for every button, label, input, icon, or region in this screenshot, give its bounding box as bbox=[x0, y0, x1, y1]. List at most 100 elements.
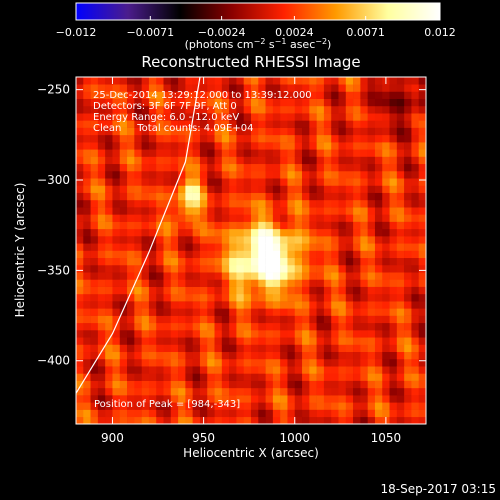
heatmap-cell bbox=[76, 113, 84, 121]
heatmap-cell bbox=[287, 286, 296, 295]
heatmap-cell bbox=[76, 366, 84, 374]
heatmap-cell bbox=[134, 257, 142, 266]
heatmap-cell bbox=[243, 207, 252, 215]
heatmap-cell bbox=[243, 199, 252, 208]
heatmap-cell bbox=[404, 84, 412, 92]
heatmap-cell bbox=[302, 344, 310, 353]
heatmap-cell bbox=[127, 134, 135, 143]
heatmap-cell bbox=[418, 322, 426, 331]
heatmap-cell bbox=[309, 192, 317, 201]
heatmap-cell bbox=[382, 142, 390, 150]
heatmap-cell bbox=[192, 330, 201, 338]
heatmap-cell bbox=[178, 301, 186, 309]
heatmap-cell bbox=[374, 395, 383, 403]
heatmap-cell bbox=[258, 113, 266, 121]
heatmap-cell bbox=[353, 149, 361, 157]
heatmap-cell bbox=[302, 330, 310, 338]
heatmap-cell bbox=[251, 293, 259, 302]
heatmap-cell bbox=[185, 149, 193, 157]
heatmap-cell bbox=[76, 250, 84, 259]
heatmap-cell bbox=[141, 279, 150, 287]
heatmap-cell bbox=[141, 105, 150, 114]
heatmap-cell bbox=[156, 293, 164, 302]
heatmap-cell bbox=[148, 214, 157, 222]
heatmap-cell bbox=[418, 301, 426, 309]
heatmap-cell bbox=[221, 156, 230, 165]
heatmap-cell bbox=[272, 344, 281, 353]
heatmap-cell bbox=[353, 243, 361, 251]
heatmap-cell bbox=[382, 84, 390, 92]
heatmap-cell bbox=[83, 322, 91, 331]
heatmap-cell bbox=[90, 387, 99, 396]
heatmap-cell bbox=[76, 214, 84, 222]
heatmap-cell bbox=[316, 134, 325, 143]
heatmap-cell bbox=[382, 250, 390, 259]
heatmap-cell bbox=[265, 84, 274, 92]
heatmap-cell bbox=[243, 279, 252, 287]
heatmap-cell bbox=[148, 279, 157, 287]
heatmap-cell bbox=[236, 192, 245, 201]
heatmap-cell bbox=[119, 358, 128, 367]
heatmap-cell bbox=[258, 380, 266, 389]
heatmap-cell bbox=[178, 337, 186, 345]
heatmap-cell bbox=[418, 366, 426, 374]
heatmap-cell bbox=[374, 91, 383, 99]
heatmap-cell bbox=[418, 402, 426, 410]
heatmap-cell bbox=[76, 98, 84, 107]
heatmap-cell bbox=[112, 308, 121, 316]
heatmap-cell bbox=[163, 272, 172, 280]
heatmap-cell bbox=[360, 351, 368, 360]
heatmap-cell bbox=[389, 134, 398, 143]
heatmap-cell bbox=[338, 149, 347, 157]
heatmap-cell bbox=[287, 366, 296, 374]
heatmap-cell bbox=[178, 214, 186, 222]
heatmap-cell bbox=[367, 120, 376, 128]
heatmap-cell bbox=[411, 228, 420, 237]
heatmap-cell bbox=[236, 373, 245, 381]
heatmap-cell bbox=[258, 127, 266, 136]
heatmap-cell bbox=[280, 178, 288, 186]
heatmap-cell bbox=[374, 214, 383, 222]
heatmap-cell bbox=[323, 98, 332, 107]
heatmap-cell bbox=[90, 344, 99, 353]
heatmap-cell bbox=[382, 113, 390, 121]
heatmap-cell bbox=[382, 264, 390, 273]
heatmap-cell bbox=[214, 192, 223, 201]
heatmap-cell bbox=[170, 344, 179, 353]
colorbar-ticks: −0.012 −0.0071 −0.0024 0.0024 0.0071 0.012 bbox=[56, 16, 456, 39]
heatmap-cell bbox=[338, 416, 347, 424]
heatmap-cell bbox=[404, 330, 412, 338]
heatmap-cell bbox=[178, 221, 186, 230]
heatmap-cell bbox=[112, 264, 121, 273]
heatmap-cell bbox=[258, 322, 266, 331]
heatmap-cell bbox=[309, 272, 317, 280]
heatmap-cell bbox=[265, 207, 274, 215]
heatmap-cell bbox=[83, 185, 91, 193]
heatmap-cell bbox=[199, 286, 208, 295]
heatmap-cell bbox=[221, 409, 230, 418]
heatmap-cell bbox=[156, 243, 164, 251]
plot-frame bbox=[75, 76, 427, 425]
heatmap-cell bbox=[236, 149, 245, 157]
heatmap-cell bbox=[185, 358, 193, 367]
heatmap-cell bbox=[331, 199, 339, 208]
heatmap-cell bbox=[236, 142, 245, 150]
heatmap-cell bbox=[178, 105, 186, 114]
heatmap-cell bbox=[302, 409, 310, 418]
heatmap-cell bbox=[294, 228, 303, 237]
heatmap-cell bbox=[148, 358, 157, 367]
heatmap-cell bbox=[112, 286, 121, 295]
heatmap-cell bbox=[302, 402, 310, 410]
heatmap-cell bbox=[199, 127, 208, 136]
heatmap-cell bbox=[112, 395, 121, 403]
heatmap-cell bbox=[258, 199, 266, 208]
heatmap-cell bbox=[302, 366, 310, 374]
heatmap-cell bbox=[192, 228, 201, 237]
heatmap-cell bbox=[214, 214, 223, 222]
heatmap-cell bbox=[367, 351, 376, 360]
heatmap-cell bbox=[229, 373, 237, 381]
heatmap-cell bbox=[272, 127, 281, 136]
heatmap-cell bbox=[170, 293, 179, 302]
heatmap-cell bbox=[367, 221, 376, 230]
heatmap-cell bbox=[229, 351, 237, 360]
